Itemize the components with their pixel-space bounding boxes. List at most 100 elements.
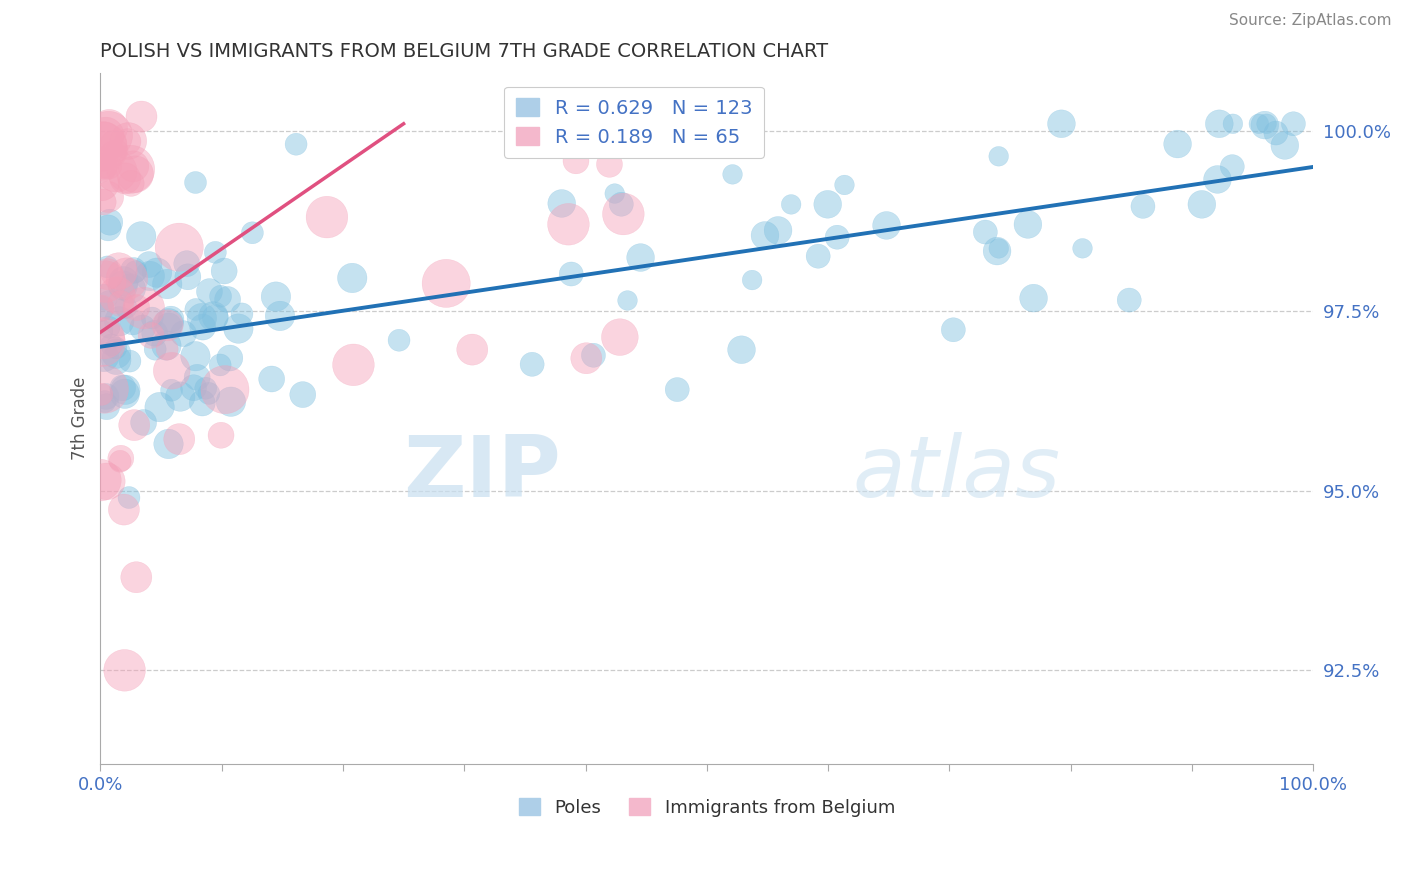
Point xyxy=(218,351,240,365)
Point xyxy=(582,348,605,362)
Point xyxy=(942,323,965,337)
Point xyxy=(269,309,291,323)
Point xyxy=(198,386,221,401)
Point xyxy=(105,352,128,367)
Point xyxy=(131,321,153,335)
Point xyxy=(105,164,128,178)
Point xyxy=(177,269,200,284)
Point xyxy=(186,370,208,384)
Point xyxy=(103,136,125,151)
Point xyxy=(291,387,314,401)
Point xyxy=(876,219,898,233)
Point xyxy=(132,416,155,430)
Point xyxy=(139,268,162,283)
Point xyxy=(90,176,112,190)
Point xyxy=(184,302,207,317)
Point xyxy=(167,240,190,254)
Point xyxy=(105,347,128,361)
Point xyxy=(131,110,153,124)
Point xyxy=(90,301,112,316)
Point xyxy=(204,310,226,325)
Point xyxy=(1220,160,1243,174)
Point xyxy=(1282,117,1305,131)
Point xyxy=(730,343,752,357)
Point xyxy=(108,454,131,468)
Point xyxy=(157,437,180,451)
Point xyxy=(94,394,117,409)
Point xyxy=(114,663,136,677)
Point xyxy=(520,357,543,371)
Point xyxy=(191,320,214,334)
Point xyxy=(219,394,242,409)
Point xyxy=(125,264,148,278)
Point xyxy=(184,176,207,190)
Point xyxy=(114,383,136,397)
Point xyxy=(138,258,160,272)
Point xyxy=(217,293,239,307)
Point xyxy=(105,144,128,158)
Point xyxy=(160,364,183,378)
Point xyxy=(630,251,652,265)
Point xyxy=(132,301,155,315)
Point xyxy=(780,197,803,211)
Point xyxy=(575,351,598,366)
Point xyxy=(97,190,120,204)
Point xyxy=(1247,117,1270,131)
Point xyxy=(388,333,411,347)
Point xyxy=(117,134,139,148)
Point xyxy=(612,207,634,221)
Point xyxy=(143,326,166,341)
Point xyxy=(741,273,763,287)
Point xyxy=(97,220,120,235)
Point xyxy=(117,135,139,149)
Point xyxy=(156,342,179,356)
Point xyxy=(96,260,118,274)
Point xyxy=(616,293,638,308)
Y-axis label: 7th Grade: 7th Grade xyxy=(72,377,89,460)
Point xyxy=(1118,293,1140,307)
Point xyxy=(1050,117,1073,131)
Point xyxy=(1071,241,1094,255)
Point xyxy=(228,321,250,335)
Point xyxy=(191,396,214,410)
Point xyxy=(1208,117,1230,131)
Point xyxy=(112,502,135,516)
Point xyxy=(285,137,308,152)
Point xyxy=(156,318,179,333)
Point xyxy=(557,217,579,231)
Point xyxy=(110,296,132,310)
Point xyxy=(987,149,1010,163)
Point xyxy=(183,381,205,395)
Point xyxy=(121,315,143,329)
Point xyxy=(91,155,114,169)
Point xyxy=(143,342,166,356)
Text: ZIP: ZIP xyxy=(404,433,561,516)
Text: POLISH VS IMMIGRANTS FROM BELGIUM 7TH GRADE CORRELATION CHART: POLISH VS IMMIGRANTS FROM BELGIUM 7TH GR… xyxy=(100,42,828,61)
Point xyxy=(115,301,138,315)
Point xyxy=(817,197,839,211)
Point xyxy=(204,245,226,260)
Point xyxy=(139,328,162,343)
Point xyxy=(974,225,997,239)
Point xyxy=(112,274,135,288)
Point xyxy=(124,167,146,181)
Point xyxy=(103,147,125,161)
Point xyxy=(209,428,232,442)
Point xyxy=(1274,138,1296,153)
Point xyxy=(111,278,134,293)
Point xyxy=(184,349,207,363)
Point xyxy=(1167,136,1189,151)
Point xyxy=(120,281,142,295)
Point xyxy=(98,120,121,135)
Point xyxy=(609,330,631,344)
Point xyxy=(156,277,179,291)
Point xyxy=(122,159,145,173)
Point xyxy=(807,249,830,263)
Text: Source: ZipAtlas.com: Source: ZipAtlas.com xyxy=(1229,13,1392,29)
Point xyxy=(173,326,195,341)
Point xyxy=(264,290,287,304)
Point xyxy=(114,386,136,401)
Point xyxy=(91,194,114,209)
Point xyxy=(1022,291,1045,305)
Point xyxy=(194,381,217,395)
